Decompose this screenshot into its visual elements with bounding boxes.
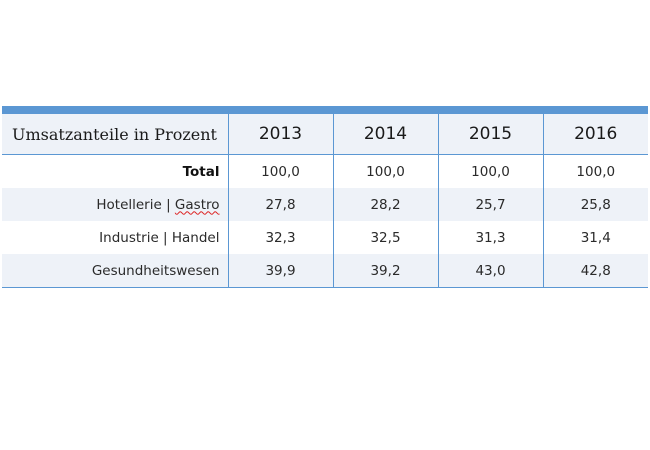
cell-value: 25,7 <box>437 188 543 221</box>
cell-value: 100,0 <box>332 154 438 188</box>
row-label: Hotellerie | Gastro <box>2 188 228 221</box>
revenue-share-table: Umsatzanteile in Prozent 2013 2014 2015 … <box>2 106 648 288</box>
cell-value: 100,0 <box>437 154 543 188</box>
year-header-2014: 2014 <box>332 114 438 155</box>
year-header-2015: 2015 <box>437 114 543 155</box>
row-label: Gesundheitswesen <box>2 254 228 288</box>
data-table: Umsatzanteile in Prozent 2013 2014 2015 … <box>2 114 648 288</box>
cell-value: 100,0 <box>227 154 333 188</box>
cell-value: 43,0 <box>437 254 543 288</box>
cell-value: 39,2 <box>332 254 438 288</box>
spellcheck-word: Gastro <box>174 196 220 213</box>
row-label: Industrie | Handel <box>99 229 220 246</box>
header-row: Umsatzanteile in Prozent 2013 2014 2015 … <box>2 114 648 155</box>
table-row-hotellerie: Hotellerie | Gastro 27,8 28,2 25,7 25,8 <box>2 188 648 221</box>
year-header-2013: 2013 <box>227 114 333 155</box>
cell-value: 28,2 <box>332 188 438 221</box>
table-row-gesundheitswesen: Gesundheitswesen 39,9 39,2 43,0 42,8 <box>2 254 648 288</box>
year-header-2016: 2016 <box>542 114 648 155</box>
cell-value: 31,3 <box>437 221 543 254</box>
cell-value: 27,8 <box>227 188 333 221</box>
cell-value: 25,8 <box>542 188 648 221</box>
header-label: Umsatzanteile in Prozent <box>2 114 228 155</box>
table-row-industrie: Industrie | Handel 32,3 32,5 31,3 31,4 <box>2 221 648 254</box>
cell-value: 42,8 <box>542 254 648 288</box>
row-label: Total <box>182 163 220 180</box>
cell-value: 100,0 <box>542 154 648 188</box>
table-top-bar <box>2 106 648 114</box>
cell-value: 32,5 <box>332 221 438 254</box>
cell-value: 31,4 <box>542 221 648 254</box>
cell-value: 32,3 <box>227 221 333 254</box>
row-label-part: Hotellerie | <box>96 196 175 213</box>
cell-value: 39,9 <box>227 254 333 288</box>
table-row-total: Total 100,0 100,0 100,0 100,0 <box>2 154 648 188</box>
